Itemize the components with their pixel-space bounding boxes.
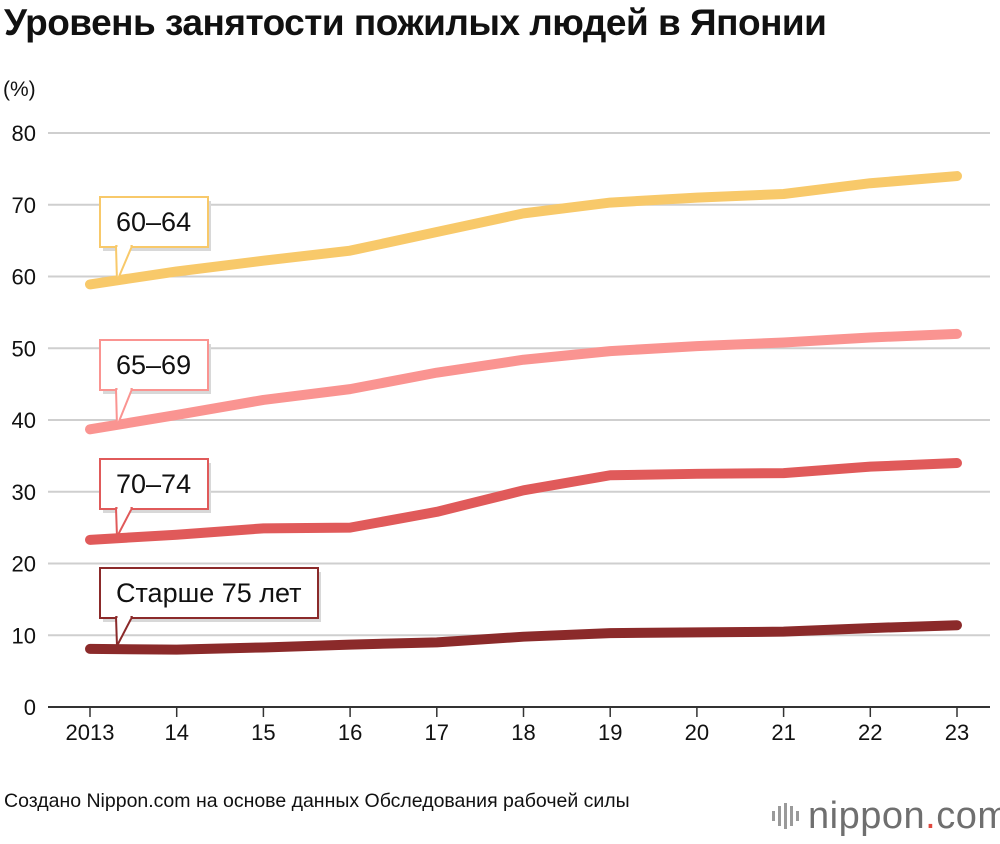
callout-box <box>99 196 209 248</box>
x-tick-label: 23 <box>945 720 969 745</box>
series-line-0 <box>85 171 962 290</box>
x-tick-label: 22 <box>858 720 882 745</box>
series-callout-3: Старше 75 лет <box>99 567 321 647</box>
x-tick-label: 20 <box>685 720 709 745</box>
x-tick-label: 17 <box>425 720 449 745</box>
series-line-2 <box>85 458 962 545</box>
y-tick-label: 0 <box>24 695 36 720</box>
x-tick-label: 15 <box>251 720 275 745</box>
nippon-logo-icon <box>772 803 799 829</box>
y-tick-label: 60 <box>12 265 36 290</box>
callout-box <box>99 458 209 510</box>
series-line-1 <box>85 328 962 435</box>
x-tick-label: 19 <box>598 720 622 745</box>
callout-tail <box>115 507 133 538</box>
source-note: Создано Nippon.com на основе данных Обсл… <box>4 790 630 812</box>
x-tick-label: 21 <box>771 720 795 745</box>
y-tick-label: 10 <box>12 623 36 648</box>
x-tick-label: 18 <box>511 720 535 745</box>
series-label-1: 65–69 <box>116 350 191 380</box>
x-axis-ticks: 2013 14 15 16 17 18 19 20 21 22 23 <box>66 707 969 745</box>
y-tick-label: 40 <box>12 408 36 433</box>
series-lines <box>85 171 962 655</box>
brand-dot: . <box>925 794 937 837</box>
y-axis-unit: (%) <box>3 78 36 101</box>
y-tick-label: 70 <box>12 193 36 218</box>
series-label-2: 70–74 <box>116 469 191 499</box>
series-line-3 <box>85 620 962 655</box>
y-tick-label: 80 <box>12 121 36 146</box>
series-callout-0: 60–64 <box>99 196 211 283</box>
x-tick-label: 14 <box>164 720 188 745</box>
x-tick-label: 16 <box>338 720 362 745</box>
y-tick-label: 20 <box>12 552 36 577</box>
brand-logo: nippon.com <box>770 795 1000 838</box>
callout-box <box>99 339 209 391</box>
brand-name: nippon.com <box>808 795 1000 838</box>
x-tick-label: 2013 <box>66 720 115 745</box>
y-axis-ticks: 0 10 20 30 40 50 60 70 80 <box>12 121 36 720</box>
callout-tail <box>115 616 133 647</box>
series-callout-2: 70–74 <box>99 458 211 538</box>
series-label-3: Старше 75 лет <box>116 578 302 608</box>
series-label-0: 60–64 <box>116 207 191 237</box>
y-tick-label: 50 <box>12 336 36 361</box>
series-callouts: 60–64 65–69 70–74 Старше 75 лет <box>99 196 321 647</box>
chart-title: Уровень занятости пожилых людей в Японии <box>4 2 827 43</box>
brand-name-main: nippon <box>808 794 926 837</box>
callout-box <box>99 567 319 619</box>
series-callout-1: 65–69 <box>99 339 211 428</box>
brand-tld: com <box>936 794 1000 837</box>
y-tick-label: 30 <box>12 480 36 505</box>
